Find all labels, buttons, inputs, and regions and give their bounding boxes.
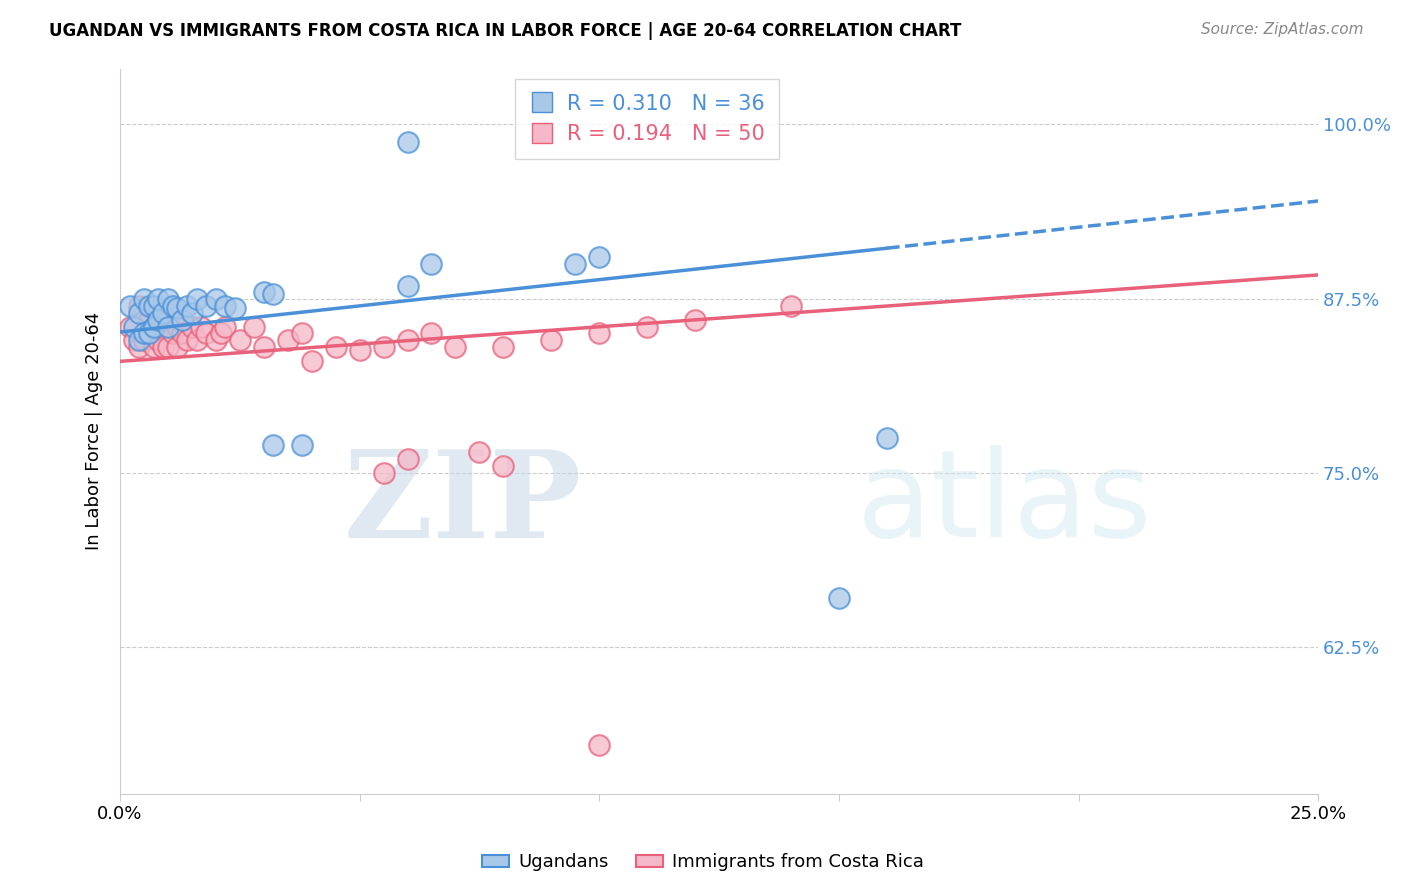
Point xyxy=(325,340,347,354)
Point xyxy=(166,301,188,316)
Point xyxy=(636,319,658,334)
Point xyxy=(588,250,610,264)
Legend: Ugandans, Immigrants from Costa Rica: Ugandans, Immigrants from Costa Rica xyxy=(475,847,931,879)
Point xyxy=(195,299,218,313)
Point xyxy=(132,334,155,348)
Point xyxy=(683,312,706,326)
Point xyxy=(373,466,395,480)
Point xyxy=(118,299,141,313)
Point xyxy=(152,340,174,354)
Point xyxy=(214,319,236,334)
Point xyxy=(148,312,170,326)
Point xyxy=(204,292,226,306)
Point xyxy=(172,326,194,341)
Text: Source: ZipAtlas.com: Source: ZipAtlas.com xyxy=(1201,22,1364,37)
Point xyxy=(349,343,371,358)
Point xyxy=(396,279,419,293)
Point xyxy=(564,257,586,271)
Point xyxy=(148,305,170,319)
Point xyxy=(166,319,188,334)
Point xyxy=(128,334,150,348)
Point xyxy=(152,305,174,319)
Point xyxy=(172,312,194,326)
Point xyxy=(180,305,202,319)
Point xyxy=(396,136,419,150)
Point xyxy=(253,340,276,354)
Point xyxy=(176,334,198,348)
Point xyxy=(152,312,174,326)
Point xyxy=(124,319,146,334)
Point xyxy=(162,299,184,313)
Point xyxy=(373,340,395,354)
Point xyxy=(291,326,314,341)
Point xyxy=(180,319,202,334)
Point xyxy=(780,299,803,313)
Point xyxy=(209,326,232,341)
Point xyxy=(176,299,198,313)
Point xyxy=(118,319,141,334)
Point xyxy=(243,319,266,334)
Point xyxy=(156,340,179,354)
Point xyxy=(876,431,898,445)
Point xyxy=(396,334,419,348)
Point xyxy=(186,292,208,306)
Point xyxy=(142,340,165,354)
Point xyxy=(588,326,610,341)
Point xyxy=(186,334,208,348)
Point xyxy=(142,319,165,334)
Point xyxy=(138,299,160,313)
Text: ZIP: ZIP xyxy=(343,444,581,563)
Point xyxy=(204,334,226,348)
Point xyxy=(253,285,276,299)
Point xyxy=(277,334,299,348)
Point xyxy=(420,326,443,341)
Point xyxy=(262,287,284,301)
Point xyxy=(138,312,160,326)
Point xyxy=(142,299,165,313)
Point xyxy=(124,334,146,348)
Point xyxy=(540,334,562,348)
Point xyxy=(128,305,150,319)
Point xyxy=(492,458,515,473)
Point xyxy=(224,301,246,316)
Point xyxy=(148,292,170,306)
Point xyxy=(396,452,419,467)
Point xyxy=(128,340,150,354)
Point xyxy=(468,445,491,459)
Point xyxy=(156,312,179,326)
Point xyxy=(162,326,184,341)
Point xyxy=(301,354,323,368)
Point xyxy=(214,299,236,313)
Point xyxy=(190,319,212,334)
Point xyxy=(262,438,284,452)
Point xyxy=(148,334,170,348)
Point xyxy=(142,319,165,334)
Legend: R = 0.310   N = 36, R = 0.194   N = 50: R = 0.310 N = 36, R = 0.194 N = 50 xyxy=(515,78,779,159)
Point xyxy=(195,326,218,341)
Point xyxy=(138,326,160,341)
Point xyxy=(229,334,252,348)
Point xyxy=(166,340,188,354)
Point xyxy=(128,299,150,313)
Text: UGANDAN VS IMMIGRANTS FROM COSTA RICA IN LABOR FORCE | AGE 20-64 CORRELATION CHA: UGANDAN VS IMMIGRANTS FROM COSTA RICA IN… xyxy=(49,22,962,40)
Point xyxy=(828,591,851,606)
Point xyxy=(492,340,515,354)
Point xyxy=(420,257,443,271)
Text: atlas: atlas xyxy=(856,445,1153,562)
Point xyxy=(156,292,179,306)
Point xyxy=(132,305,155,319)
Point xyxy=(444,340,467,354)
Point xyxy=(156,319,179,334)
Point xyxy=(588,738,610,752)
Y-axis label: In Labor Force | Age 20-64: In Labor Force | Age 20-64 xyxy=(86,312,103,550)
Point xyxy=(132,326,155,341)
Point xyxy=(132,292,155,306)
Point xyxy=(291,438,314,452)
